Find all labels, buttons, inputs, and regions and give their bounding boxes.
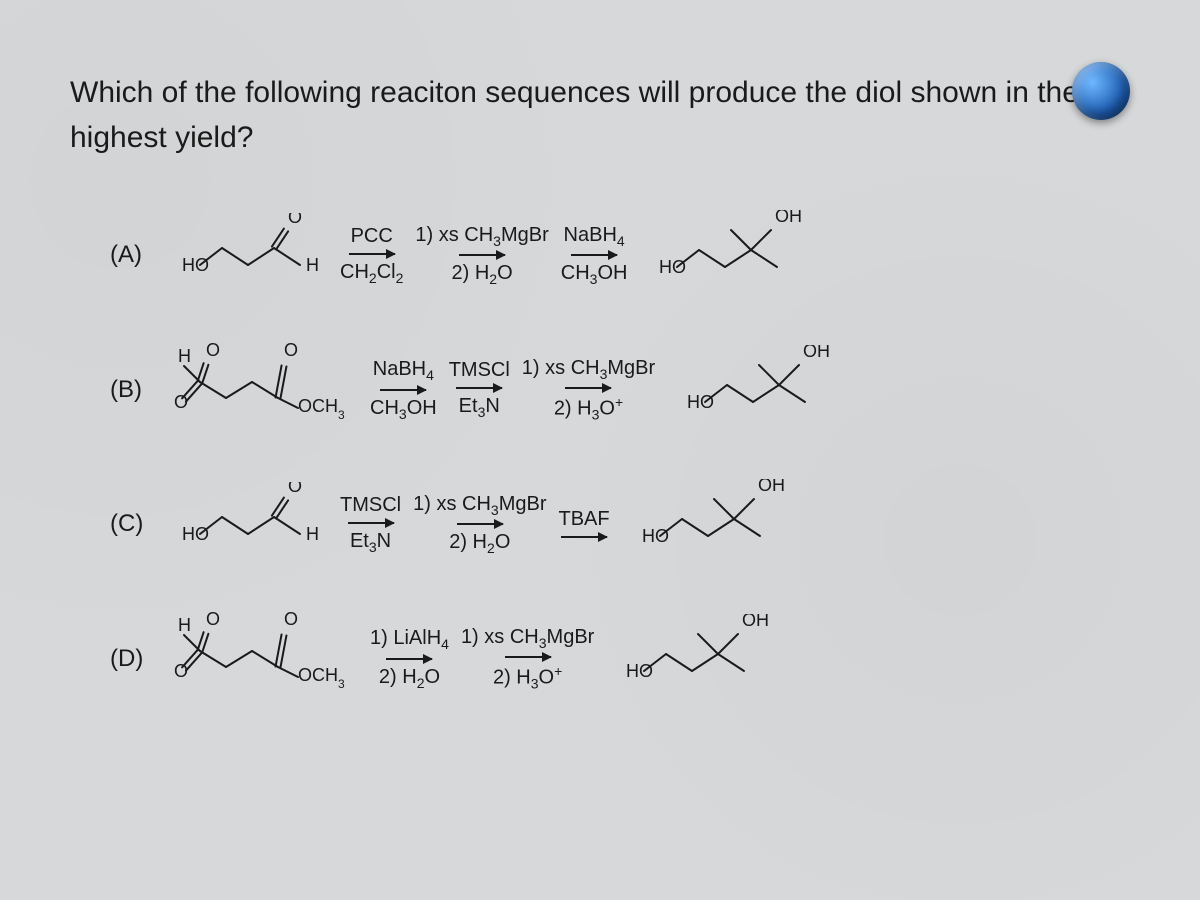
reagent-step: NaBH4 CH3OH <box>370 356 437 422</box>
camera-lens-reflection <box>1072 62 1130 120</box>
svg-text:OCH3: OCH3 <box>298 396 345 422</box>
reagent-step: TBAF <box>559 506 610 542</box>
reagent-steps: 1) LiAlH4 2) H2O 1) xs CH3MgBr 2) H3O+ <box>370 624 594 693</box>
reagent-bottom: CH3OH <box>561 260 628 288</box>
reagent-step: 1) xs CH3MgBr 2) H3O+ <box>522 355 655 424</box>
svg-text:HO: HO <box>182 524 209 544</box>
reagent-step: TMSCl Et3N <box>340 492 401 556</box>
svg-text:OH: OH <box>803 345 830 361</box>
molecule-hydroxyaldehyde: HO O H <box>170 213 320 293</box>
options-list: (A)HOOHPCCCH2Cl21) xs CH3MgBr2) H2ONaBH4… <box>70 210 1130 706</box>
svg-text:HO: HO <box>642 526 669 546</box>
option-label: (A) <box>110 241 150 269</box>
svg-text:O: O <box>288 213 302 227</box>
reaction-arrow-icon <box>457 523 503 525</box>
reagent-steps: NaBH4 CH3OH TMSCl Et3N 1) xs CH3MgBr 2) H3O+ <box>370 355 655 424</box>
starting-material: HOOOCH3O <box>170 342 350 437</box>
reaction-arrow-icon <box>505 656 551 658</box>
reaction-arrow-icon <box>386 658 432 660</box>
svg-text:H: H <box>178 615 191 635</box>
reagent-steps: TMSCl Et3N 1) xs CH3MgBr 2) H2O TBAF <box>340 491 610 557</box>
svg-text:O: O <box>206 611 220 629</box>
svg-text:O: O <box>206 342 220 360</box>
product: HO OH <box>614 614 774 704</box>
reagent-top: NaBH4 <box>373 356 434 384</box>
reagent-top: PCC <box>351 223 393 249</box>
reagent-top: 1) xs CH3MgBr <box>413 491 546 519</box>
reaction-arrow-icon <box>571 254 617 256</box>
molecule-diol: HO OH <box>630 479 790 564</box>
reagent-step: NaBH4 CH3OH <box>561 222 628 288</box>
reagent-bottom: CH3OH <box>370 395 437 423</box>
svg-text:OH: OH <box>758 479 785 495</box>
starting-material: HO O H <box>170 213 320 298</box>
svg-text:HO: HO <box>659 257 686 277</box>
reagent-top: NaBH4 <box>564 222 625 250</box>
reagent-bottom: Et3N <box>350 528 391 556</box>
reaction-arrow-icon <box>565 387 611 389</box>
reagent-bottom: CH2Cl2 <box>340 259 403 287</box>
reagent-top: 1) xs CH3MgBr <box>461 624 594 652</box>
reaction-arrow-icon <box>456 387 502 389</box>
svg-text:HO: HO <box>626 661 653 681</box>
molecule-hydroxyaldehyde: HO O H <box>170 482 320 562</box>
svg-text:O: O <box>284 611 298 629</box>
svg-text:HO: HO <box>182 255 209 275</box>
svg-text:O: O <box>174 661 188 681</box>
reagent-bottom: 2) H3O+ <box>554 393 623 424</box>
option-row-C: (C)HOOHTMSClEt3N1) xs CH3MgBr2) H2OTBAFH… <box>110 479 1130 569</box>
product: HO OH <box>630 479 790 569</box>
reaction-arrow-icon <box>349 253 395 255</box>
option-row-D: (D)HOOOCH3O1) LiAlH42) H2O1) xs CH3MgBr2… <box>110 611 1130 706</box>
option-row-B: (B)HOOOCH3ONaBH4CH3OHTMSClEt3N1) xs CH3M… <box>110 342 1130 437</box>
molecule-diol: HO OH <box>614 614 774 699</box>
molecule-diol: HO OH <box>675 345 835 430</box>
option-row-A: (A)HOOHPCCCH2Cl21) xs CH3MgBr2) H2ONaBH4… <box>110 210 1130 300</box>
reagent-step: TMSCl Et3N <box>449 357 510 421</box>
reagent-top: TMSCl <box>449 357 510 383</box>
reagent-top: 1) xs CH3MgBr <box>415 222 548 250</box>
reaction-arrow-icon <box>459 254 505 256</box>
reagent-top: 1) LiAlH4 <box>370 625 449 653</box>
reagent-top: 1) xs CH3MgBr <box>522 355 655 383</box>
svg-text:O: O <box>284 342 298 360</box>
reagent-step: 1) xs CH3MgBr 2) H2O <box>413 491 546 557</box>
starting-material: HOOOCH3O <box>170 611 350 706</box>
option-label: (B) <box>110 376 150 404</box>
svg-text:HO: HO <box>687 392 714 412</box>
reagent-bottom: 2) H3O+ <box>493 662 562 693</box>
svg-text:OH: OH <box>775 210 802 226</box>
molecule-diol: HO OH <box>647 210 807 295</box>
reagent-top: TBAF <box>559 506 610 532</box>
reaction-arrow-icon <box>561 536 607 538</box>
reaction-arrow-icon <box>348 522 394 524</box>
svg-text:O: O <box>174 392 188 412</box>
reagent-bottom: 2) H2O <box>379 664 440 692</box>
reaction-arrow-icon <box>380 389 426 391</box>
product: HO OH <box>675 345 835 435</box>
molecule-aldester: HOOOCH3O <box>170 342 350 432</box>
molecule-aldester: HOOOCH3O <box>170 611 350 701</box>
reagent-bottom: 2) H2O <box>451 260 512 288</box>
reagent-top: TMSCl <box>340 492 401 518</box>
reagent-step: 1) xs CH3MgBr 2) H2O <box>415 222 548 288</box>
question-text: Which of the following reaciton sequence… <box>70 70 1130 160</box>
product: HO OH <box>647 210 807 300</box>
starting-material: HO O H <box>170 482 320 567</box>
svg-text:O: O <box>288 482 302 496</box>
reagent-step: 1) LiAlH4 2) H2O <box>370 625 449 691</box>
reagent-bottom: 2) H2O <box>449 529 510 557</box>
svg-text:H: H <box>306 255 319 275</box>
option-label: (D) <box>110 645 150 673</box>
option-label: (C) <box>110 510 150 538</box>
reagent-bottom: Et3N <box>459 393 500 421</box>
svg-text:OH: OH <box>742 614 769 630</box>
reagent-steps: PCC CH2Cl2 1) xs CH3MgBr 2) H2O NaBH4 CH3OH <box>340 222 627 288</box>
svg-text:H: H <box>306 524 319 544</box>
svg-text:H: H <box>178 346 191 366</box>
reagent-step: PCC CH2Cl2 <box>340 223 403 287</box>
reagent-step: 1) xs CH3MgBr 2) H3O+ <box>461 624 594 693</box>
page: Which of the following reaciton sequence… <box>0 0 1200 900</box>
svg-text:OCH3: OCH3 <box>298 665 345 691</box>
